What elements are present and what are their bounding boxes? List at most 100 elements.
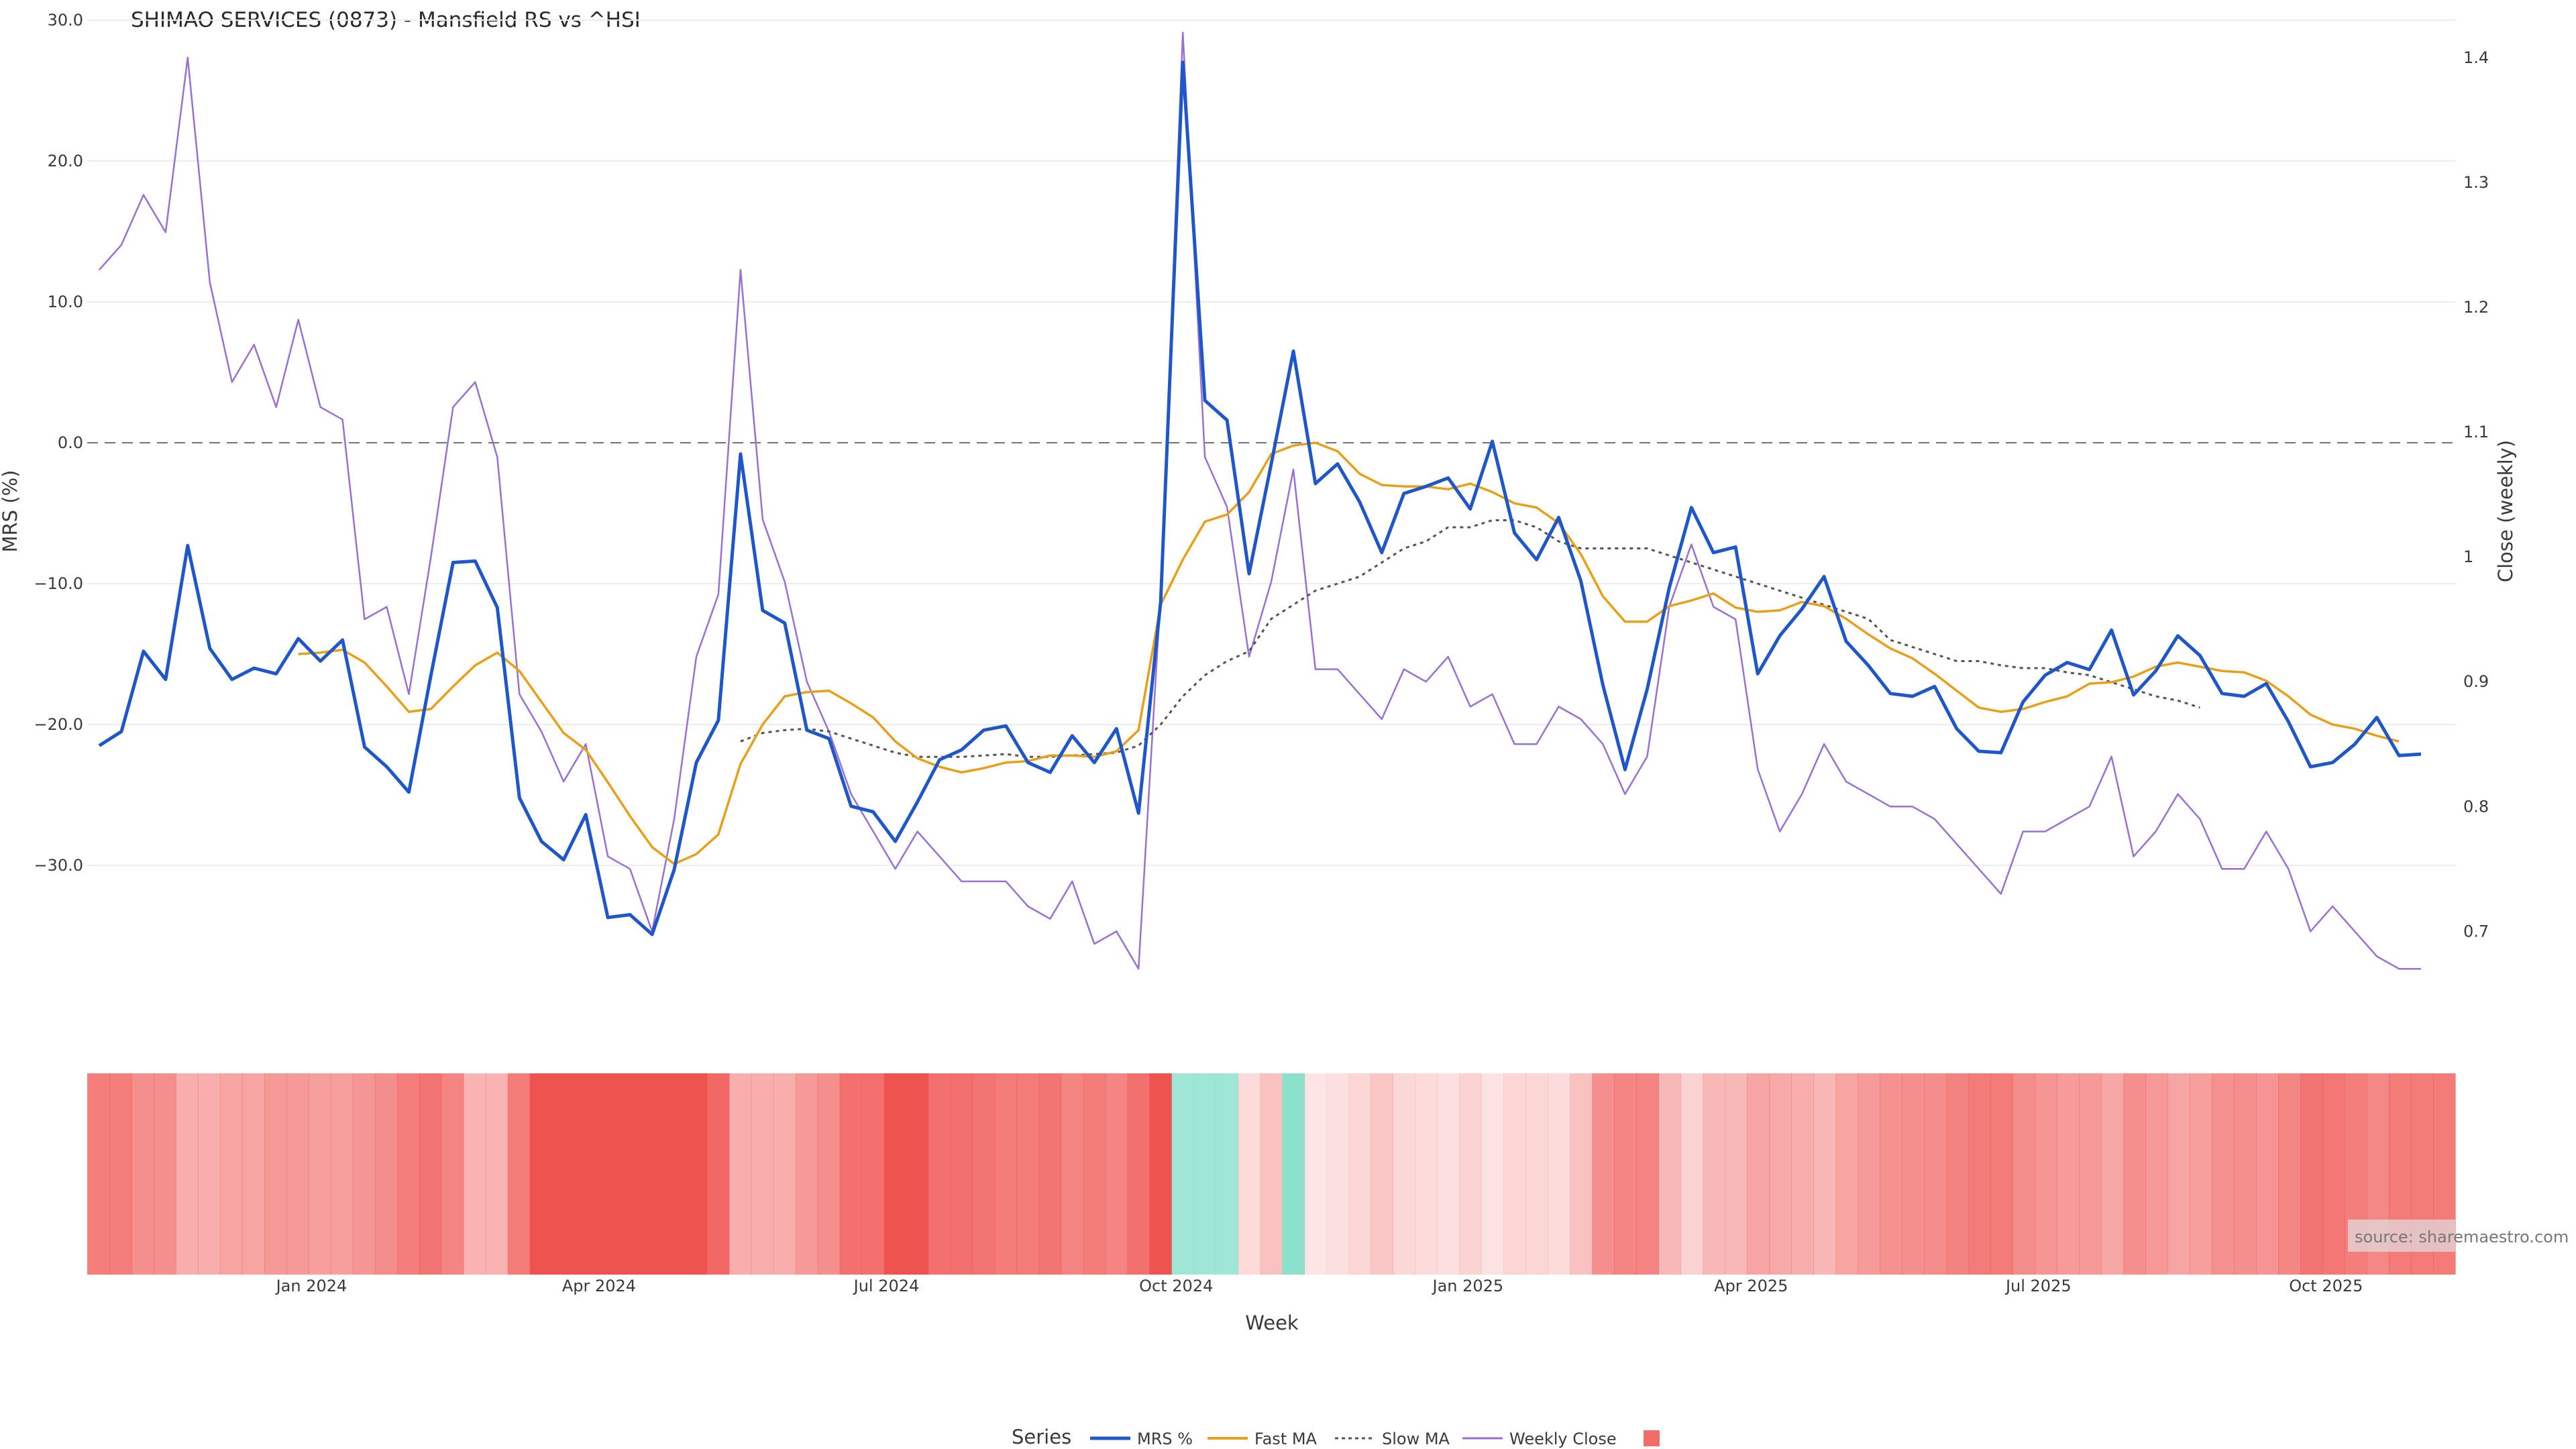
heat-cell [640,1073,663,1275]
heat-cell [1282,1073,1305,1275]
y-tick-label-right: 1.1 [2463,423,2489,441]
heat-cell [1481,1073,1504,1275]
heat-cell [286,1073,309,1275]
heat-cell [751,1073,774,1275]
heat-cell [1193,1073,1217,1275]
heat-cell [87,1073,110,1275]
series-line-fast-ma [298,441,2400,865]
heat-cell [706,1073,730,1275]
heat-cell [441,1073,464,1275]
heat-cell [2123,1073,2146,1275]
heat-cell [1858,1073,1880,1275]
legend-item-slow-ma: Slow MA [1335,1430,1450,1448]
heat-cell [1880,1073,1902,1275]
legend-item-fast-ma: Fast MA [1208,1430,1318,1448]
x-tick-label: Oct 2025 [2289,1277,2363,1295]
heat-cell [883,1073,907,1275]
heat-cell [729,1073,752,1275]
series-lines [98,32,2422,970]
source-badge: source: sharemaestro.com [2348,1220,2569,1252]
heat-cell [972,1073,996,1275]
heat-cell [2256,1073,2279,1275]
heat-cell [241,1073,265,1275]
heat-cell [2212,1073,2235,1275]
heat-cell [1238,1073,1261,1275]
heat-cell [419,1073,442,1275]
heat-cell [485,1073,508,1275]
heat-cell [2300,1073,2323,1275]
y-tick-label-left: −30.0 [34,856,83,875]
heat-cell [1437,1073,1460,1275]
y-tick-label-left: −20.0 [34,715,83,734]
heat-cell [1083,1073,1106,1275]
y-tick-label-left: 10.0 [48,292,83,311]
heat-cell [330,1073,354,1275]
heat-cell [817,1073,841,1275]
heat-cell [109,1073,132,1275]
right-axis-ticks: 1.4 1.3 1.2 1.1 1 0.9 0.8 0.7 [2463,48,2489,941]
x-tick-label: Apr 2024 [562,1277,636,1295]
legend-swatch-heat-strip [1644,1430,1660,1446]
heat-cell [1260,1073,1283,1275]
heat-cell [2012,1073,2035,1275]
heat-cell [1304,1073,1328,1275]
heat-cell [1371,1073,1394,1275]
heat-cell [1703,1073,1725,1275]
heat-cell [773,1073,796,1275]
heat-cell [2278,1073,2301,1275]
heat-cell [1614,1073,1637,1275]
y-axis-right-title: Close (weekly) [2494,440,2517,582]
x-tick-label: Jan 2024 [275,1277,347,1295]
heat-cell [1570,1073,1593,1275]
y-tick-label-left: 30.0 [48,11,83,30]
heat-cell [1924,1073,1947,1275]
heat-cell [1061,1073,1084,1275]
heat-cell [1636,1073,1659,1275]
heat-cell [1016,1073,1040,1275]
heat-cell [507,1073,531,1275]
heat-cell [1835,1073,1858,1275]
heat-cell [1769,1073,1792,1275]
heat-cell [1548,1073,1570,1275]
y-tick-label-right: 0.9 [2463,672,2489,691]
heat-cell [2190,1073,2212,1275]
y-tick-label-right: 1 [2463,547,2473,566]
x-axis-title: Week [1245,1311,1299,1334]
legend-label-slow-ma: Slow MA [1382,1430,1450,1448]
heat-cell [662,1073,686,1275]
heat-cell [618,1073,641,1275]
heat-cell [1791,1073,1814,1275]
heat-cell [1415,1073,1438,1275]
heat-cell [2322,1073,2345,1275]
left-axis-ticks: 30.0 20.0 10.0 0.0 −10.0 −20.0 −30.0 [34,11,83,875]
y-tick-label-right: 0.8 [2463,797,2489,816]
x-tick-label: Oct 2024 [1139,1277,1213,1295]
heat-cell [2057,1073,2080,1275]
x-tick-label: Jan 2025 [1432,1277,1504,1295]
heat-cell [1503,1073,1526,1275]
heat-cell [1459,1073,1483,1275]
heat-cell [994,1073,1018,1275]
heat-cell [2234,1073,2257,1275]
heat-cell [175,1073,199,1275]
heat-cell [2035,1073,2057,1275]
heat-cell [1393,1073,1416,1275]
heat-cell [795,1073,818,1275]
heat-cell [1658,1073,1681,1275]
heat-cell [928,1073,951,1275]
heat-cell [1216,1073,1239,1275]
heat-cell [264,1073,287,1275]
legend-title: Series [1012,1426,1071,1448]
heat-cell [1990,1073,2013,1275]
heat-cell [596,1073,619,1275]
series-line-slow-ma [740,519,2200,758]
legend-label-fast-ma: Fast MA [1254,1430,1318,1448]
heat-cell [131,1073,154,1275]
y-tick-label-left: 20.0 [48,152,83,170]
heat-cell [352,1073,376,1275]
heat-cell [1127,1073,1150,1275]
heat-cell [684,1073,708,1275]
heat-cell [1348,1073,1372,1275]
heat-cell [308,1073,331,1275]
heat-cell [2079,1073,2102,1275]
